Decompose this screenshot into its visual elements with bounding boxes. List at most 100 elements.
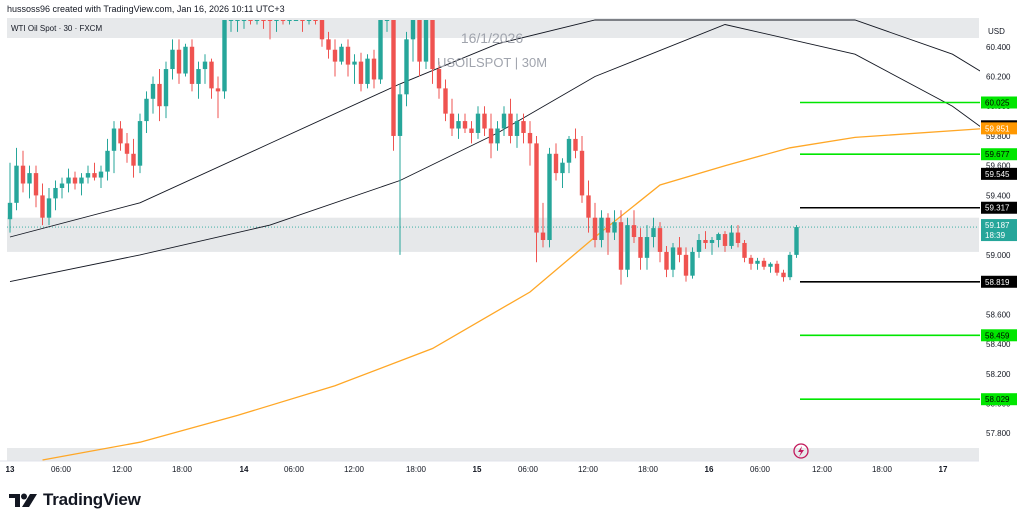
candle-body <box>384 20 390 21</box>
y-tick-label: 59.000 <box>986 251 1011 260</box>
channel-lower-line <box>9 24 1024 283</box>
candle-body <box>599 217 604 240</box>
brand-name: TradingView <box>43 490 141 509</box>
candle-body <box>735 232 741 243</box>
x-tick-label: 18:00 <box>406 465 427 474</box>
candle-body <box>358 61 364 84</box>
price-tag-bg <box>981 122 1017 135</box>
candle-body <box>14 165 19 203</box>
candle-body <box>313 20 318 21</box>
watermark-ticker: USOILSPOT | 30M <box>437 55 547 70</box>
candle-body <box>729 232 734 246</box>
candle-body <box>215 88 221 92</box>
candle-body <box>781 272 786 278</box>
green-level-tag: 60.025 <box>985 99 1010 108</box>
last-price-countdown: 18:39 <box>985 231 1006 240</box>
candle-body <box>742 242 747 258</box>
candle-body <box>345 46 351 65</box>
shaded-zone <box>7 217 979 252</box>
candle-body <box>566 138 572 163</box>
candle-body <box>774 263 780 273</box>
candle-body <box>235 20 240 21</box>
black-level-tag-bg <box>981 275 1017 288</box>
candle-body <box>261 20 266 21</box>
y-tick-label: 59.600 <box>986 162 1011 171</box>
price-tag: 59.851 <box>985 124 1010 133</box>
candle-body <box>625 225 630 270</box>
candle-body <box>27 173 32 184</box>
candle-body <box>157 83 162 107</box>
candle-body <box>787 254 793 278</box>
candle-body <box>332 49 338 62</box>
y-tick-label: 60.200 <box>986 72 1011 81</box>
candle-body <box>391 20 396 136</box>
candle-body <box>488 128 494 144</box>
green-level-tag-bg <box>981 148 1017 161</box>
y-tick-label: 58.600 <box>986 310 1011 319</box>
price-tag-bg <box>981 167 1017 180</box>
candle-body <box>248 20 253 21</box>
x-tick-label: 18:00 <box>872 465 893 474</box>
candle-body <box>722 234 728 246</box>
ema-long-line <box>42 127 986 461</box>
green-level-tag-bg <box>981 329 1017 342</box>
x-tick-label: 12:00 <box>578 465 599 474</box>
x-tick-label: 16 <box>705 465 714 474</box>
green-level-tag-bg <box>981 393 1017 406</box>
candle-body <box>241 20 247 21</box>
candle-body <box>371 58 377 80</box>
candle-body <box>352 61 357 65</box>
candle-body <box>202 61 208 70</box>
x-tick-label: 15 <box>473 465 482 474</box>
y-tick-label: 58.200 <box>986 370 1011 379</box>
x-tick-label: 06:00 <box>284 465 305 474</box>
candle-body <box>118 128 123 144</box>
x-tick-label: 17 <box>939 465 948 474</box>
candle-body <box>183 46 188 74</box>
candle-body <box>404 39 409 95</box>
x-tick-label: 12:00 <box>344 465 365 474</box>
candle-body <box>423 20 429 62</box>
candle-body <box>638 237 643 258</box>
candle-body <box>540 232 546 240</box>
indicator-lines <box>9 19 1024 461</box>
x-tick-label: 14 <box>240 465 249 474</box>
candle-body <box>150 83 156 99</box>
price-tag: 59.545 <box>985 170 1010 179</box>
candle-body <box>456 121 461 129</box>
candle-body <box>443 88 448 114</box>
candle-body <box>293 20 299 21</box>
candle-body <box>618 222 624 270</box>
candle-body <box>131 153 136 166</box>
y-tick-label: 59.800 <box>986 132 1011 141</box>
x-tick-label: 06:00 <box>518 465 539 474</box>
candle-body <box>586 195 591 218</box>
candle-body <box>274 20 279 21</box>
tradingview-logo: TradingView <box>9 490 141 510</box>
candle-body <box>592 217 598 240</box>
candle-body <box>612 222 617 233</box>
candle-body <box>657 228 663 252</box>
candle-body <box>579 150 585 196</box>
candle-body <box>287 20 292 21</box>
candle-body <box>768 263 773 267</box>
candle-body <box>436 69 442 89</box>
candle-body <box>254 20 260 21</box>
tradingview-logo-icon <box>9 493 37 507</box>
candle-body <box>59 183 65 188</box>
x-tick-label: 12:00 <box>112 465 133 474</box>
bottom-band <box>7 448 979 461</box>
candle-body <box>111 128 117 151</box>
candle-body <box>40 195 45 218</box>
lightning-icon[interactable] <box>793 443 809 459</box>
candle-body <box>631 225 637 238</box>
black-level-tag: 59.317 <box>985 204 1010 213</box>
black-level-tag-bg <box>981 201 1017 214</box>
x-tick-label: 13 <box>6 465 15 474</box>
candle-body <box>527 132 533 144</box>
candle-body <box>521 121 526 133</box>
candle-body <box>397 94 403 136</box>
candle-body <box>300 20 305 21</box>
candle-body <box>105 150 110 172</box>
